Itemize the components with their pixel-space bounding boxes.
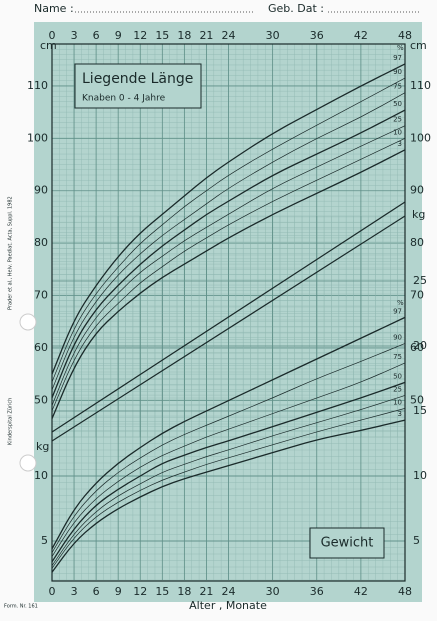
x-tick-label: 12 [133,585,147,598]
x-tick-label: 36 [310,585,324,598]
y-tick-label: 5 [41,534,48,547]
title-box [74,63,202,109]
percentile-label: 3 [398,410,402,418]
x-tick-label: 36 [310,29,324,42]
chart-title: Gewicht [321,536,374,551]
separator-line [51,215,406,442]
x-tick-label: 42 [354,585,368,598]
x-tick-label: 18 [177,29,191,42]
percentile-curve [51,149,406,419]
y-tick-label: 90 [34,184,48,197]
percent-label: % [397,299,404,307]
y-tick-label: 100 [27,131,48,144]
y-tick-label: 70 [34,289,48,302]
y-tick-label: 80 [34,236,48,249]
x-tick-label: 12 [133,29,147,42]
chart-subtitle: Knaben 0 - 4 Jahre [82,94,166,104]
name-label: Name : [34,2,74,15]
punch-hole [19,313,37,331]
percentile-label: 90 [393,68,402,76]
x-tick-label: 9 [115,585,122,598]
y-tick-label: 60 [34,341,48,354]
y-tick-label: 110 [410,79,431,92]
y-tick-label: 10 [34,469,48,482]
chart-title: Liegende Länge [82,71,193,87]
percentile-curve [51,63,406,375]
x-tick-label: 18 [177,585,191,598]
x-tick-label: 0 [49,585,56,598]
percentile-curve [51,419,406,573]
x-tick-label: 15 [155,29,169,42]
percentile-label: 50 [393,372,402,380]
percentile-label: 97 [393,54,402,62]
percentile-curve [51,109,406,398]
x-tick-label: 9 [115,29,122,42]
y-tick-label: 50 [410,393,424,406]
separator-line [51,201,406,433]
percentile-curve [51,408,406,569]
percentile-curve [51,395,406,566]
title-box [309,527,385,559]
birthdate-label: Geb. Dat : [268,2,324,15]
percentile-label: 75 [393,83,402,91]
percentile-label: 10 [393,398,402,406]
percentile-curve [51,77,406,383]
y-tick-label: 70 [410,289,424,302]
x-tick-label: 3 [71,585,78,598]
y-tick-label: 50 [34,393,48,406]
x-tick-label: 30 [266,585,280,598]
x-tick-label: 21 [199,585,213,598]
y-tick-label: 110 [27,79,48,92]
y-tick-label: 100 [410,131,431,144]
y2-tick-label: 5 [413,534,420,547]
percentile-label: 3 [398,140,402,148]
x-tick-label: 24 [222,585,236,598]
x-tick-label: 15 [155,585,169,598]
x-tick-label: 6 [93,585,100,598]
percentile-curve [51,138,406,411]
x-tick-label: 48 [398,29,412,42]
punch-hole [19,454,37,472]
percentile-label: 97 [393,307,402,315]
y2-tick-label: 25 [413,274,427,287]
x-tick-label: 6 [93,29,100,42]
x-tick-label: 0 [49,29,56,42]
percentile-curve [51,92,406,390]
source-text: Kinderspital Zürich [8,398,14,445]
y-tick-label: 90 [410,184,424,197]
y-unit: cm [410,39,427,52]
x-tick-label: 42 [354,29,368,42]
percentile-curve [51,343,406,553]
chart-frame [51,43,406,582]
percent-label: % [397,44,404,52]
percentile-label: 90 [393,333,402,341]
percentile-curve [51,125,406,406]
percentile-label: 25 [393,385,402,393]
percentile-label: 25 [393,116,402,124]
percentile-curve [51,381,406,563]
y2-tick-label: 20 [413,339,427,352]
form-number: Form. Nr. 161 [4,604,38,610]
x-tick-label: 24 [222,29,236,42]
y2-tick-label: 10 [413,469,427,482]
percentile-label: 75 [393,353,402,361]
x-tick-label: 3 [71,29,78,42]
percentile-label: 50 [393,100,402,108]
y-unit: kg [412,208,425,221]
percentile-label: 10 [393,128,402,136]
y-unit: kg [36,440,49,453]
y2-tick-label: 15 [413,404,427,417]
percentile-curve [51,362,406,557]
y-tick-label: 80 [410,236,424,249]
x-tick-label: 21 [199,29,213,42]
x-tick-label: 48 [398,585,412,598]
source-text: Prader et al., Helv. Paediat. Acta, Supp… [8,196,14,310]
y-tick-label: 60 [410,341,424,354]
x-tick-label: 30 [266,29,280,42]
x-axis-label: Alter , Monate [189,599,267,612]
percentile-curve [51,316,406,550]
